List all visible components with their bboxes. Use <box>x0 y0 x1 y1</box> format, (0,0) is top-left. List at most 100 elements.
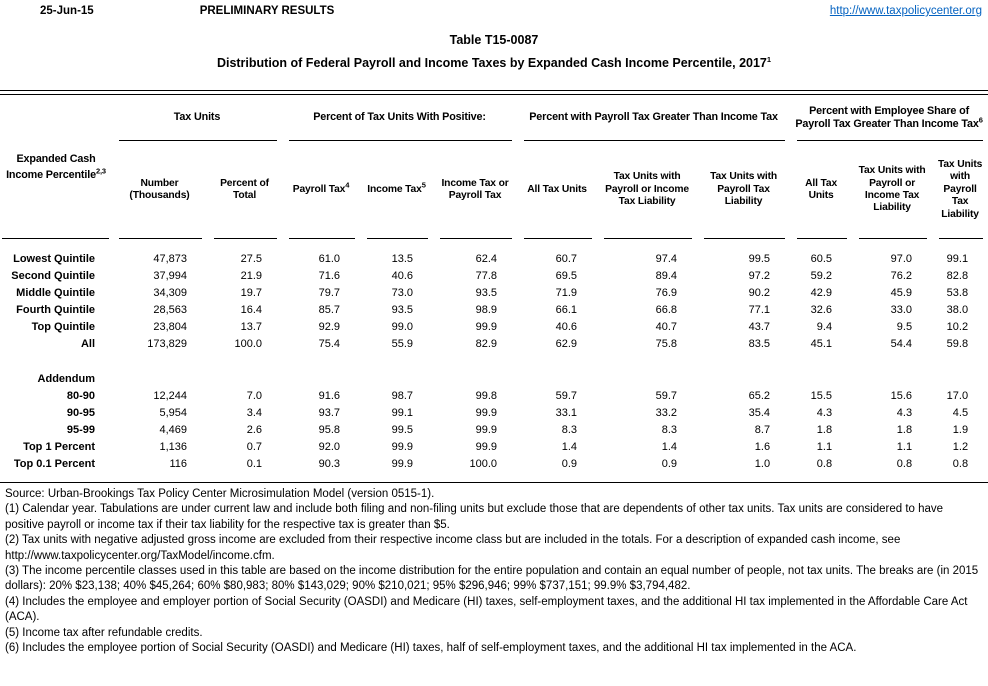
data-cell: 2.6 <box>246 424 263 436</box>
data-cell: 9.4 <box>816 321 833 333</box>
data-cell: 54.4 <box>890 338 913 350</box>
data-cell: 62.9 <box>555 338 578 350</box>
data-cell: 8.7 <box>754 424 771 436</box>
data-cell: 4,469 <box>159 424 187 436</box>
data-cell: 0.1 <box>246 458 263 470</box>
row-label: All <box>80 338 95 350</box>
data-cell: 1.1 <box>816 441 833 453</box>
data-cell: 10.2 <box>946 321 969 333</box>
data-cell: 34,309 <box>153 287 187 299</box>
data-cell: 75.4 <box>318 338 341 350</box>
data-cell: 1,136 <box>159 441 187 453</box>
data-cell: 99.8 <box>475 390 498 402</box>
preliminary-results-label: PRELIMINARY RESULTS <box>199 5 335 17</box>
table-bottom-rule <box>0 482 988 483</box>
addendum-header-row: Addendum <box>0 371 988 388</box>
data-cell: 93.7 <box>318 407 341 419</box>
row-label: Middle Quintile <box>16 287 95 299</box>
row-label: Fourth Quintile <box>16 304 95 316</box>
data-cell: 85.7 <box>318 304 341 316</box>
data-cell: 1.4 <box>561 441 578 453</box>
data-cell: 90.2 <box>748 287 771 299</box>
data-cell: 90.3 <box>318 458 341 470</box>
data-cell: 35.4 <box>748 407 771 419</box>
footnotes: Source: Urban-Brookings Tax Policy Cente… <box>0 483 988 656</box>
data-cell: 0.7 <box>246 441 263 453</box>
data-cell: 45.9 <box>890 287 913 299</box>
footnote-ref-4: 4 <box>345 180 350 190</box>
table-title: Distribution of Federal Payroll and Inco… <box>216 54 772 70</box>
table-row: Fourth Quintile 28,563 16.4 85.7 93.5 98… <box>0 302 988 319</box>
spacer-row <box>0 353 988 371</box>
row-header-expanded-cash-income-percentile: Expanded Cash Income Percentile2,3 <box>0 95 112 239</box>
report-date: 25-Jun-15 <box>40 5 94 17</box>
data-cell: 71.9 <box>555 287 578 299</box>
tpc-website-link[interactable]: http://www.taxpolicycenter.org <box>829 5 982 17</box>
footnote: (6) Includes the employee portion of Soc… <box>5 642 857 655</box>
data-cell: 13.5 <box>391 253 414 265</box>
table-row: 90-95 5,954 3.4 93.7 99.1 99.9 33.1 33.2… <box>0 405 988 422</box>
data-cell: 43.7 <box>748 321 771 333</box>
data-cell: 27.5 <box>240 253 263 265</box>
table-row: Second Quintile 37,994 21.9 71.6 40.6 77… <box>0 268 988 285</box>
data-cell: 40.6 <box>555 321 578 333</box>
data-cell: 0.9 <box>661 458 678 470</box>
data-cell: 99.5 <box>748 253 771 265</box>
data-cell: 0.8 <box>816 458 833 470</box>
footnote-ref-6: 6 <box>978 115 983 125</box>
data-cell: 28,563 <box>153 304 187 316</box>
data-cell: 1.2 <box>952 441 969 453</box>
data-cell: 45.1 <box>810 338 833 350</box>
data-cell: 47,873 <box>153 253 187 265</box>
data-cell: 59.2 <box>810 270 833 282</box>
data-cell: 173,829 <box>147 338 187 350</box>
data-cell: 5,954 <box>159 407 187 419</box>
row-label: 95-99 <box>66 424 95 436</box>
table-top-rule <box>0 90 988 95</box>
column-header-payroll-tax: Payroll Tax4 <box>282 141 360 239</box>
data-cell: 92.9 <box>318 321 341 333</box>
footnote: (5) Income tax after refundable credits. <box>5 626 203 639</box>
data-cell: 40.7 <box>655 321 678 333</box>
data-cell: 37,994 <box>153 270 187 282</box>
data-cell: 1.8 <box>896 424 913 436</box>
column-header-all-tax-units-1: All Tax Units <box>517 141 597 239</box>
data-cell: 17.0 <box>946 390 969 402</box>
footnote-ref-1: 1 <box>766 54 772 64</box>
table-body: Lowest Quintile 47,873 27.5 61.0 13.5 62… <box>0 239 988 482</box>
row-label: Top Quintile <box>31 321 95 333</box>
data-cell: 97.2 <box>748 270 771 282</box>
data-cell: 15.6 <box>890 390 913 402</box>
data-cell: 42.9 <box>810 287 833 299</box>
data-cell: 99.9 <box>475 321 498 333</box>
data-cell: 1.8 <box>816 424 833 436</box>
table-row-all: All 173,829 100.0 75.4 55.9 82.9 62.9 75… <box>0 336 988 353</box>
column-header-row: Number (Thousands) Percent of Total Payr… <box>0 141 988 239</box>
data-cell: 16.4 <box>240 304 263 316</box>
table-row: 95-99 4,469 2.6 95.8 99.5 99.9 8.3 8.3 8… <box>0 422 988 439</box>
title-block: Table T15-0087 Distribution of Federal P… <box>0 33 988 70</box>
data-cell: 69.5 <box>555 270 578 282</box>
row-label: Second Quintile <box>11 270 95 282</box>
table-row: Top 1 Percent 1,136 0.7 92.0 99.9 99.9 1… <box>0 439 988 456</box>
top-bar: 25-Jun-15 PRELIMINARY RESULTS http://www… <box>0 0 988 17</box>
data-cell: 8.3 <box>661 424 678 436</box>
data-cell: 60.7 <box>555 253 578 265</box>
data-cell: 19.7 <box>240 287 263 299</box>
data-cell: 100.0 <box>469 458 498 470</box>
data-cell: 62.4 <box>475 253 498 265</box>
group-header-row: Expanded Cash Income Percentile2,3 Tax U… <box>0 95 988 239</box>
data-cell: 79.7 <box>318 287 341 299</box>
group-header-percent-positive: Percent of Tax Units With Positive: <box>282 95 517 141</box>
data-cell: 71.6 <box>318 270 341 282</box>
data-cell: 59.7 <box>655 390 678 402</box>
data-cell: 53.8 <box>946 287 969 299</box>
data-cell: 66.8 <box>655 304 678 316</box>
data-cell: 59.8 <box>946 338 969 350</box>
table-row: Middle Quintile 34,309 19.7 79.7 73.0 93… <box>0 285 988 302</box>
data-cell: 98.7 <box>391 390 414 402</box>
data-cell: 7.0 <box>246 390 263 402</box>
row-label: Lowest Quintile <box>13 253 95 265</box>
group-header-employee-share-greater-income: Percent with Employee Share of Payroll T… <box>790 95 988 141</box>
data-cell: 4.3 <box>896 407 913 419</box>
